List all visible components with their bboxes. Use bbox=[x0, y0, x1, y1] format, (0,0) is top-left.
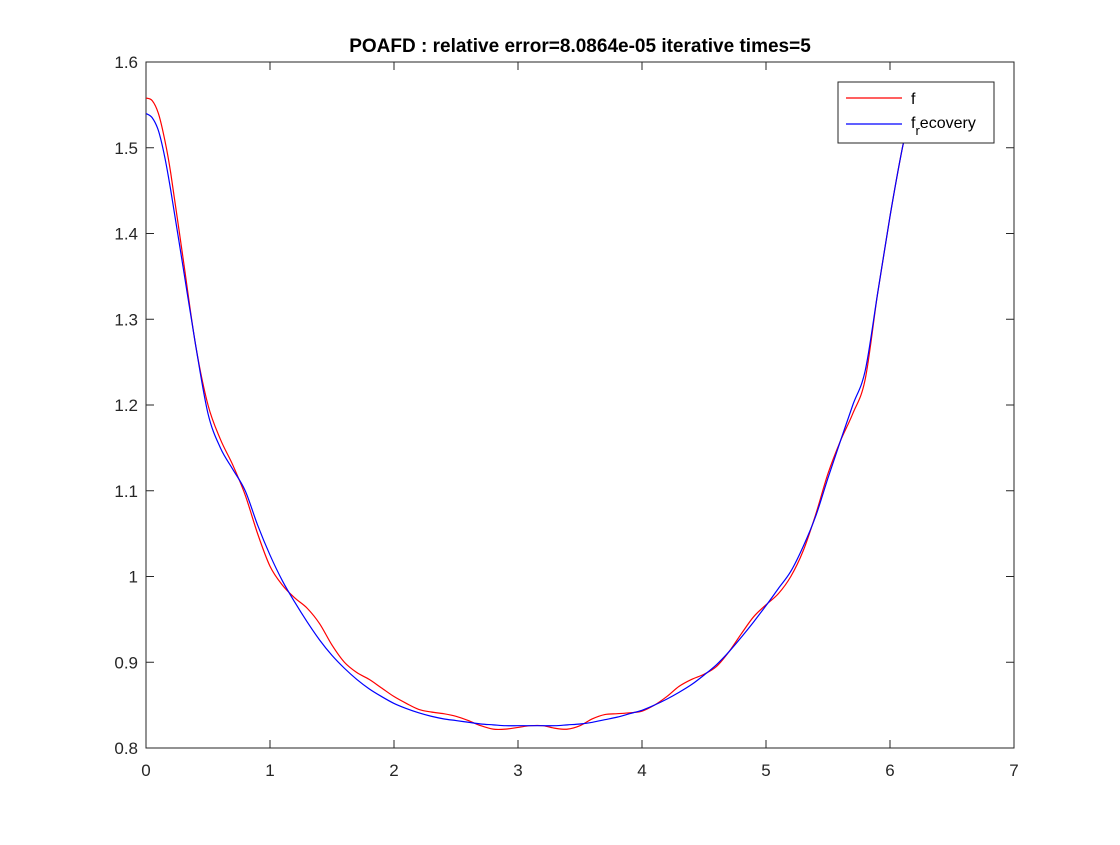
series-line-f-recovery bbox=[146, 112, 910, 727]
legend-label-f-recovery-rest: ecovery bbox=[920, 115, 976, 132]
series-layer bbox=[146, 97, 910, 731]
legend-label-f: f bbox=[911, 91, 916, 108]
y-tick-label: 0.9 bbox=[114, 653, 138, 672]
legend-label-f-recovery-sub: r bbox=[915, 123, 920, 138]
x-tick-label: 2 bbox=[389, 761, 398, 780]
y-tick-label: 1.4 bbox=[114, 225, 138, 244]
chart-title: POAFD : relative error=8.0864e-05 iterat… bbox=[349, 36, 811, 57]
y-tick-label: 0.8 bbox=[114, 739, 138, 758]
legend: f frecovery bbox=[837, 81, 995, 144]
legend-box bbox=[837, 81, 995, 144]
y-tick-label: 1.2 bbox=[114, 396, 138, 415]
x-tick-label: 3 bbox=[513, 761, 522, 780]
legend-label-f-recovery: frecovery bbox=[911, 115, 976, 138]
x-tick-label: 5 bbox=[761, 761, 770, 780]
y-tick-label: 1.3 bbox=[114, 310, 138, 329]
x-tick-label: 6 bbox=[885, 761, 894, 780]
y-tick-label: 1.5 bbox=[114, 139, 138, 158]
series-line-f bbox=[146, 97, 910, 731]
plot-area bbox=[145, 61, 1015, 749]
x-tick-label: 0 bbox=[141, 761, 150, 780]
x-axis: 0 1 2 3 4 5 6 7 bbox=[141, 62, 1019, 780]
y-tick-label: 1.1 bbox=[114, 482, 138, 501]
x-tick-label: 4 bbox=[637, 761, 646, 780]
x-tick-label: 1 bbox=[265, 761, 274, 780]
x-tick-label: 7 bbox=[1009, 761, 1018, 780]
y-tick-label: 1.6 bbox=[114, 53, 138, 72]
y-tick-label: 1 bbox=[129, 568, 138, 587]
legend-label-f-recovery-main: f bbox=[911, 115, 916, 132]
y-axis: 0.8 0.9 1 1.1 1.2 1.3 1.4 1.5 1.6 bbox=[114, 53, 1014, 758]
